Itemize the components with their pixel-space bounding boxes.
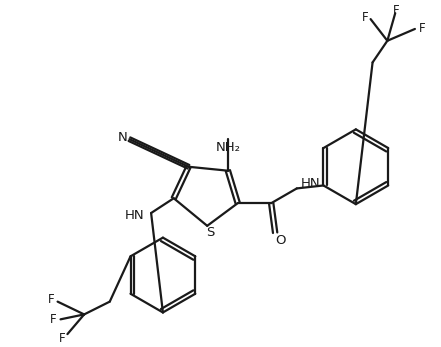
Text: F: F: [50, 313, 57, 326]
Text: F: F: [59, 331, 66, 345]
Text: NH₂: NH₂: [215, 141, 240, 154]
Text: HN: HN: [125, 210, 144, 222]
Text: O: O: [275, 234, 285, 247]
Text: F: F: [393, 4, 400, 17]
Text: HN: HN: [301, 177, 320, 190]
Text: F: F: [361, 11, 368, 24]
Text: F: F: [47, 293, 54, 306]
Text: N: N: [118, 131, 127, 144]
Text: S: S: [206, 226, 214, 239]
Text: F: F: [419, 23, 425, 35]
